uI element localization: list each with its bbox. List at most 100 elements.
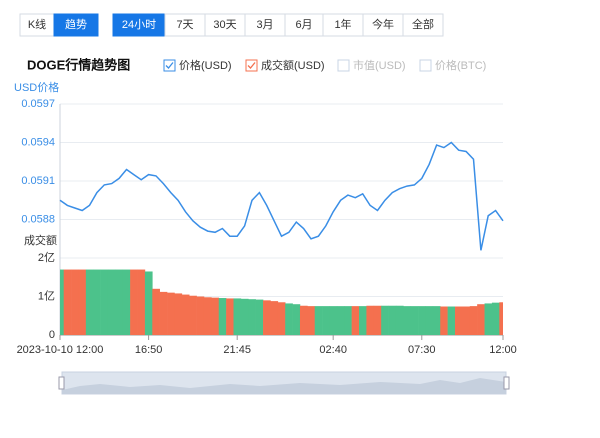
chart-title: DOGE行情趋势图 — [27, 57, 130, 72]
volume-bar — [167, 292, 175, 335]
range-button[interactable] — [402, 13, 444, 37]
volume-bar — [152, 288, 160, 335]
legend-checkbox[interactable] — [163, 59, 176, 72]
volume-bar — [410, 306, 419, 335]
volume-bar — [277, 302, 286, 335]
volume-bar — [107, 269, 116, 335]
x-tick-label: 12:00 — [489, 344, 517, 356]
legend-label: 成交额(USD) — [261, 58, 325, 72]
range-label: 1年 — [334, 17, 351, 31]
volume-bar — [137, 269, 146, 335]
bars — [60, 269, 503, 335]
volume-bar — [477, 304, 485, 335]
volume-bar — [499, 302, 503, 335]
volume-bar — [255, 299, 264, 335]
x-tick-label: 21:45 — [223, 344, 251, 356]
volume-bar — [344, 306, 352, 335]
volume-bar — [484, 303, 493, 335]
volume-bar — [240, 298, 249, 335]
volume-bar — [71, 269, 79, 335]
y-tick-label: 0 — [49, 329, 55, 341]
x-tick-label: 02:40 — [319, 344, 347, 356]
volume-bar — [130, 269, 138, 335]
volume-bar — [211, 297, 220, 335]
range-label: 24小时 — [122, 18, 156, 31]
volume-bar — [159, 291, 168, 335]
navigator — [58, 371, 510, 395]
volume-bar — [329, 306, 338, 335]
volume-bar — [469, 306, 478, 335]
x-tick-label: 2023-10-10 12:00 — [17, 344, 104, 356]
volume-bar — [491, 302, 500, 335]
volume-bar — [181, 294, 190, 335]
volume-bar — [359, 306, 367, 335]
volume-bar — [115, 269, 124, 335]
volume-bar — [395, 305, 404, 335]
volume-bar — [292, 304, 301, 335]
volume-bar — [218, 298, 227, 335]
tab-button[interactable] — [53, 13, 99, 37]
range-label: 今年 — [372, 17, 394, 31]
volume-bar — [388, 305, 397, 335]
x-tick-label: 07:30 — [408, 344, 436, 356]
legend-label: 市值(USD) — [353, 58, 406, 72]
y-tick-label: 0.0588 — [21, 213, 55, 225]
check-mark — [247, 62, 256, 69]
volume-bar — [351, 306, 360, 335]
volume-bar — [373, 305, 382, 335]
volume-bar — [314, 306, 323, 335]
y-axis-title: 成交额 — [24, 233, 57, 247]
volume-bar — [381, 305, 389, 335]
volume-bar — [455, 306, 463, 335]
volume-bar — [78, 269, 87, 335]
y-axis-title: USD价格 — [14, 80, 59, 94]
volume-bar — [440, 306, 448, 335]
range-label: 全部 — [412, 17, 434, 31]
tab-label: K线 — [28, 17, 46, 31]
volume-bar — [322, 306, 330, 335]
legend-label: 价格(BTC) — [435, 58, 486, 72]
y-tick-label: 0.0597 — [21, 98, 55, 110]
volume-bar — [447, 306, 456, 335]
price-line — [59, 141, 504, 251]
check-mark — [165, 62, 174, 69]
volume-bar — [60, 269, 64, 335]
volume-bar — [203, 297, 212, 335]
volume-bar — [226, 298, 234, 335]
volume-bar — [85, 269, 94, 335]
legend-label: 价格(USD) — [179, 58, 232, 72]
y-tick-label: 0.0594 — [21, 136, 55, 148]
volume-bar — [248, 299, 256, 335]
legend-checkbox[interactable] — [245, 59, 258, 72]
legend-checkbox[interactable] — [419, 59, 432, 72]
volume-bar — [462, 306, 471, 335]
tab-label: 趋势 — [65, 18, 87, 31]
y-tick-label: 2亿 — [38, 251, 55, 264]
volume-bar — [432, 306, 441, 335]
volume-bar — [336, 306, 345, 335]
legend-checkbox[interactable] — [337, 59, 350, 72]
volume-bar — [196, 296, 205, 335]
volume-bar — [122, 269, 131, 335]
y-tick-label: 0.0591 — [21, 175, 55, 187]
volume-bar — [174, 293, 183, 335]
volume-bar — [63, 269, 72, 335]
volume-bar — [263, 300, 271, 335]
volume-bar — [100, 269, 109, 335]
volume-bar — [270, 301, 279, 335]
x-tick-label: 16:50 — [135, 344, 163, 356]
volume-bar — [144, 271, 153, 335]
volume-bar — [418, 306, 426, 335]
volume-bar — [307, 306, 316, 335]
volume-bar — [366, 305, 375, 335]
volume-bar — [93, 269, 101, 335]
range-label: 6月 — [295, 19, 312, 31]
volume-bar — [425, 306, 434, 335]
volume-bar — [285, 303, 293, 335]
range-label: 3月 — [256, 19, 273, 31]
range-label: 7天 — [176, 19, 193, 31]
range-label: 30天 — [213, 19, 236, 31]
volume-bar — [299, 305, 308, 335]
y-tick-label: 1亿 — [38, 289, 55, 302]
